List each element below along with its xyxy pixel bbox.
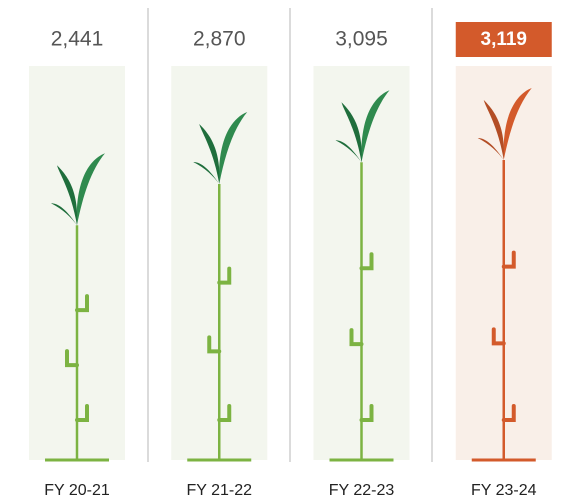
value-label: 2,870 [193, 28, 246, 51]
x-tick-label: FY 22-23 [329, 482, 395, 499]
x-tick-label: FY 23-24 [471, 482, 537, 499]
x-tick-label: FY 20-21 [44, 482, 110, 499]
chart: 2,441 FY 20-21 2,870 FY 21-22 3,095 FY 22-23 3… [0, 0, 569, 504]
value-label: 3,095 [335, 28, 388, 51]
value-label: 2,441 [51, 28, 104, 51]
x-tick-label: FY 21-22 [186, 482, 252, 499]
value-label: 3,119 [481, 29, 528, 50]
